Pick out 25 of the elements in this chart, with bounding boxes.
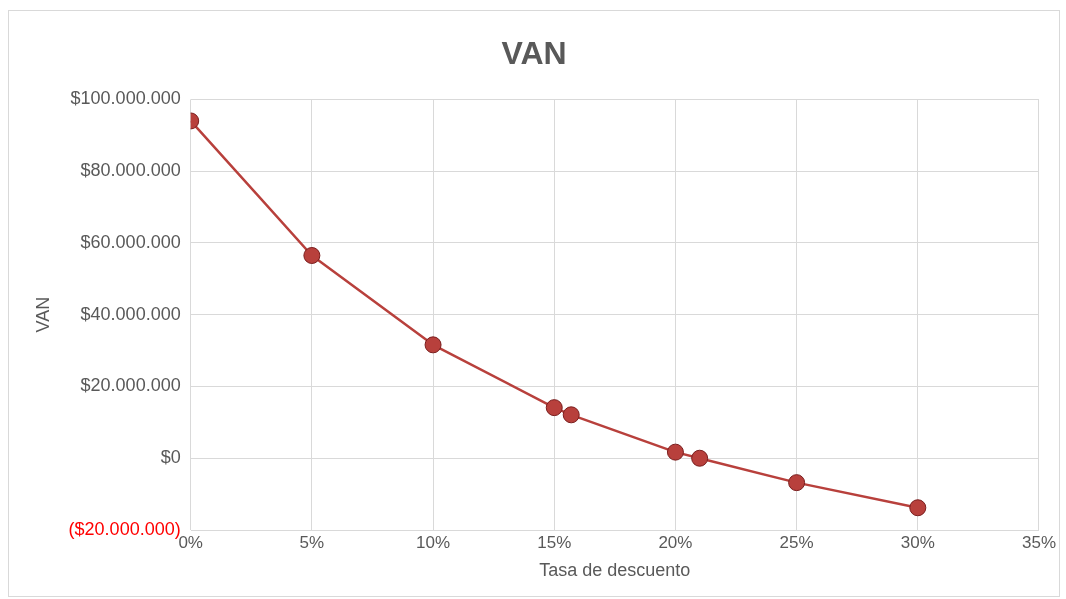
- x-tick-label: 30%: [900, 532, 935, 552]
- y-tick-label: ($20.000.000): [68, 518, 181, 539]
- y-tick-label: $100.000.000: [70, 88, 181, 109]
- y-tick-label: $80.000.000: [80, 160, 181, 181]
- y-tick-label: $60.000.000: [80, 231, 181, 252]
- y-axis-title: VAN: [32, 296, 53, 333]
- x-tick-label: 25%: [779, 532, 814, 552]
- y-tick-label: $0: [160, 447, 181, 468]
- x-tick-label: 15%: [537, 532, 572, 552]
- x-tick-label: 20%: [658, 532, 693, 552]
- point: [788, 474, 806, 492]
- point: [562, 406, 580, 424]
- y-tick-label: $40.000.000: [80, 303, 181, 324]
- x-axis-title: Tasa de descuento: [539, 560, 691, 581]
- y-tick-label: $20.000.000: [80, 375, 181, 396]
- point: [545, 399, 563, 417]
- point: [303, 246, 321, 264]
- point: [909, 499, 927, 517]
- x-tick-label: 35%: [1021, 532, 1056, 552]
- point: [691, 449, 709, 467]
- x-tick-label: 10%: [416, 532, 451, 552]
- point: [666, 443, 684, 461]
- x-tick-label: 5%: [299, 532, 325, 552]
- point: [424, 336, 442, 354]
- chart-title: VAN: [501, 35, 567, 72]
